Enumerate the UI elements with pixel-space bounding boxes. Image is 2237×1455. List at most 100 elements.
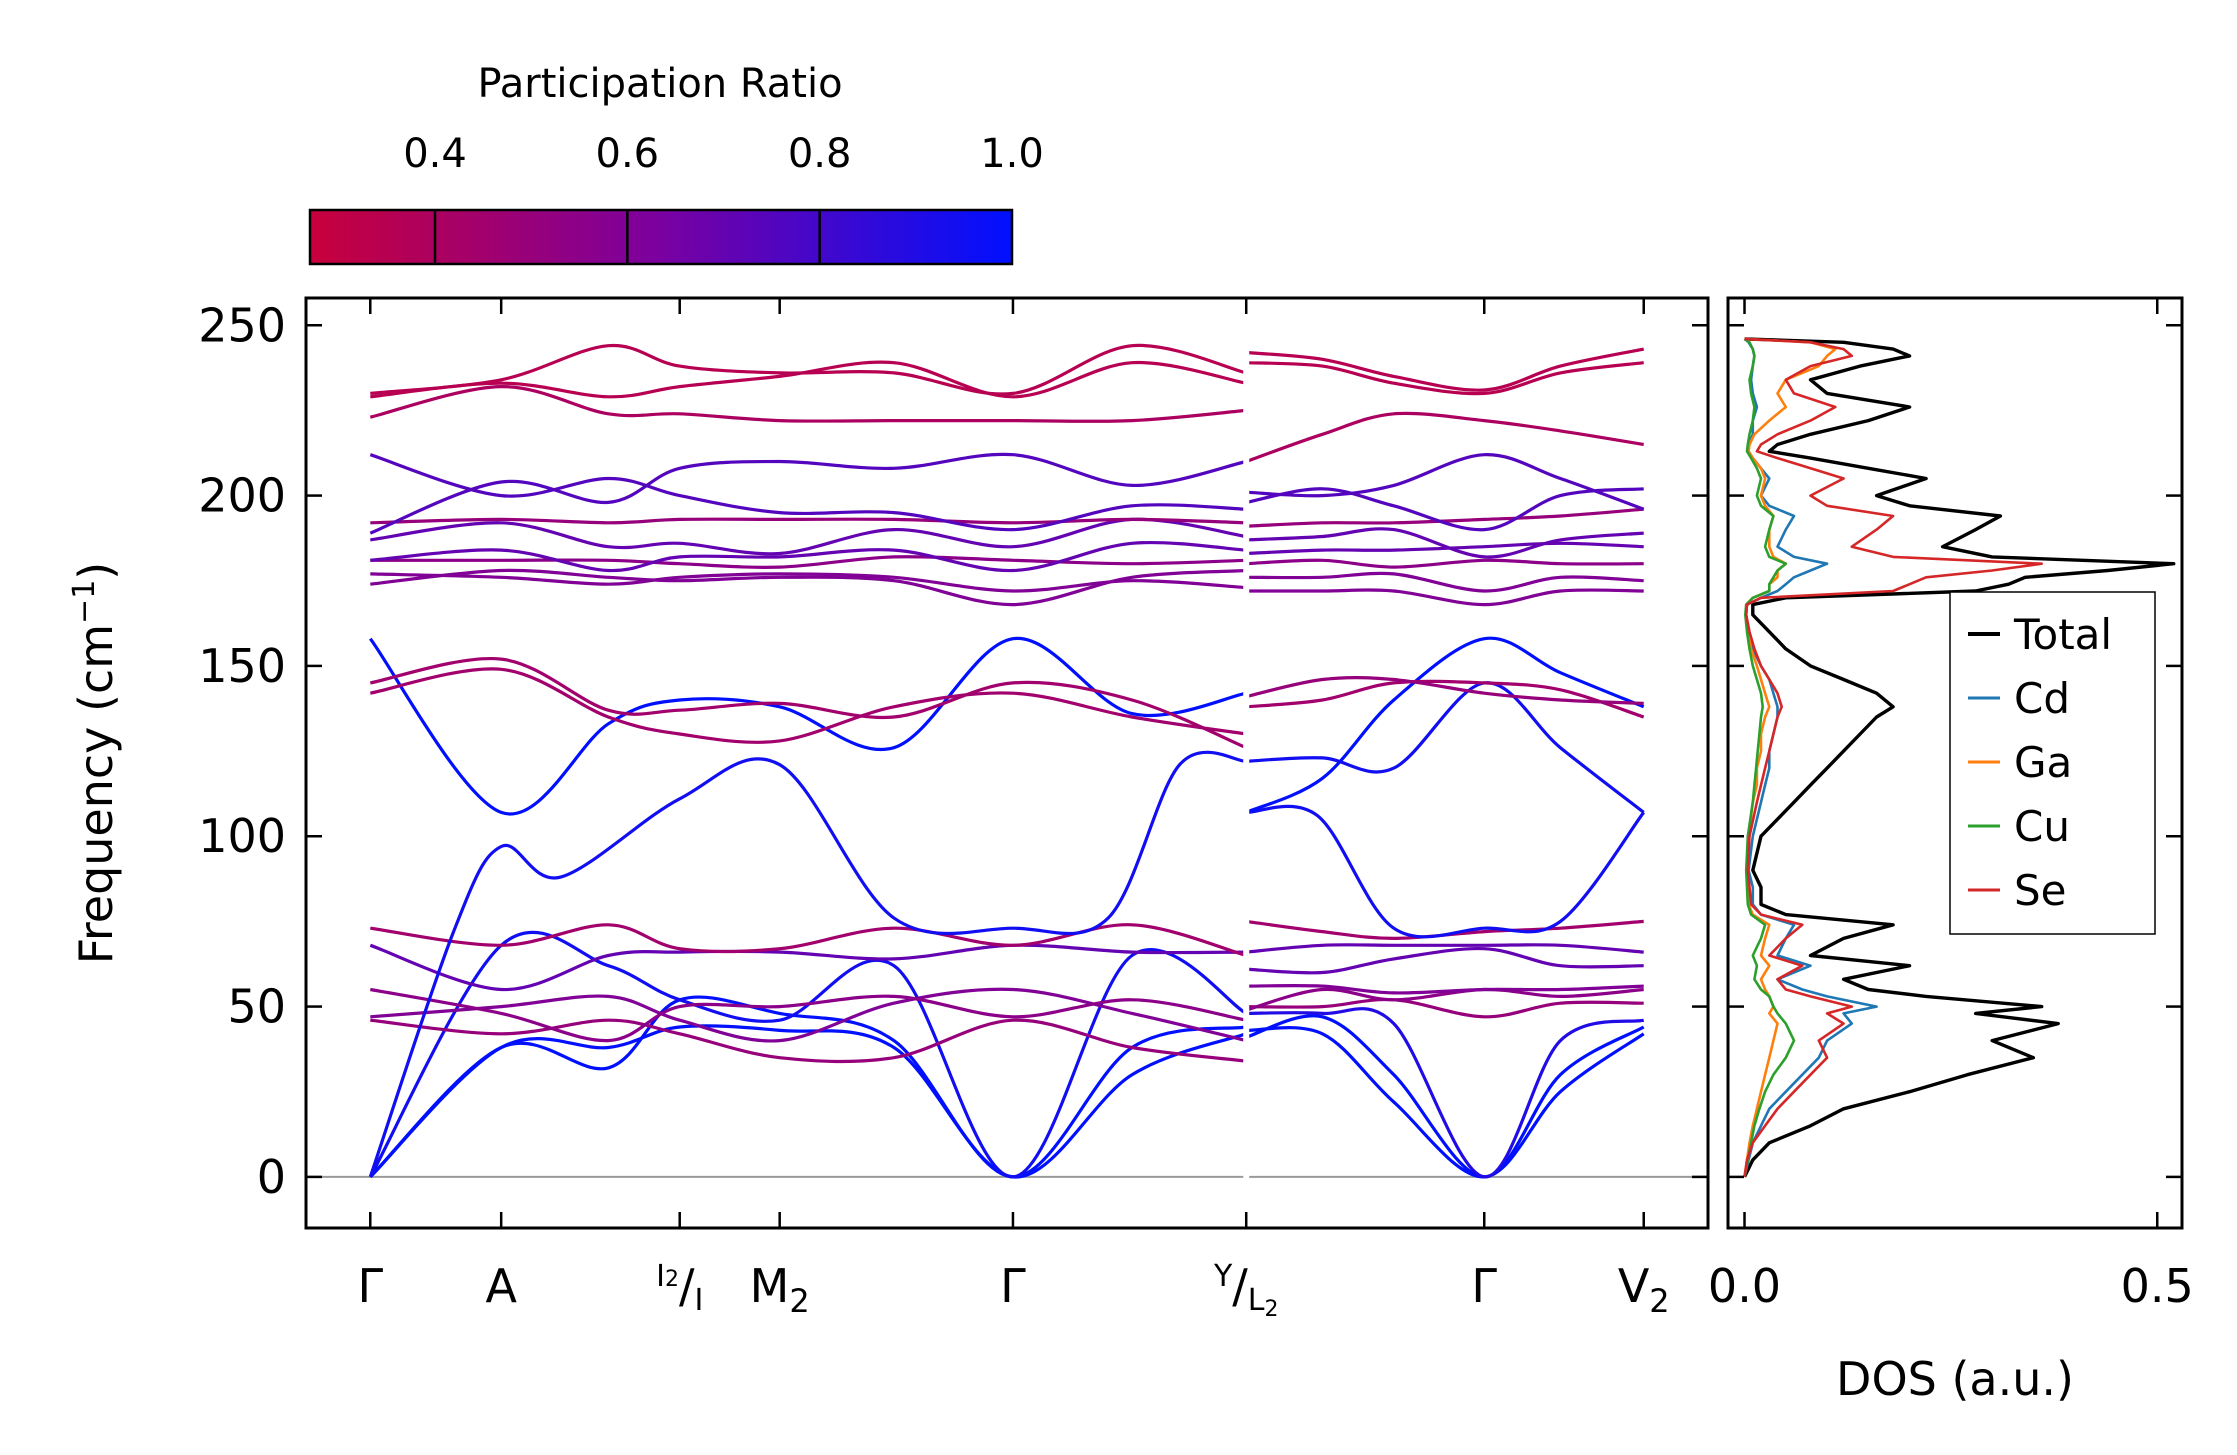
kpoint-label: A	[485, 1259, 517, 1313]
colorbar: Participation Ratio 0.4 0.6 0.8 1.0	[308, 61, 1044, 266]
phonon-band-1	[369, 995, 1247, 1179]
dos-line-ga	[1743, 337, 1837, 1178]
colorbar-title: Participation Ratio	[477, 61, 842, 107]
colorbar-tick-label: 0.6	[596, 131, 660, 177]
legend-label-ga: Ga	[2014, 738, 2072, 787]
legend-label-total: Total	[2013, 610, 2112, 659]
band-y-tick-label: 50	[227, 980, 286, 1034]
phonon-band-27	[1246, 997, 1644, 1019]
phonon-band-42	[1246, 527, 1644, 559]
colorbar-tick-label: 1.0	[980, 131, 1044, 177]
phonon-band-2	[369, 1024, 1247, 1179]
phonon-band-9	[368, 750, 1247, 1178]
colorbar-ticks: 0.4 0.6 0.8 1.0	[403, 131, 1044, 264]
legend-label-cu: Cu	[2014, 802, 2070, 851]
phonon-band-47	[1246, 361, 1644, 396]
y-axis-title: Frequency (cm−1)	[67, 562, 123, 965]
phonon-band-5	[370, 987, 1247, 1043]
phonon-band-11	[370, 656, 1247, 750]
y-axis-title-close: )	[69, 562, 123, 580]
kpoint-label: V2	[1618, 1259, 1670, 1320]
dos-x-tick-label: 0.0	[1708, 1259, 1781, 1313]
legend-label-cd: Cd	[2014, 674, 2070, 723]
phonon-band-3	[368, 930, 1248, 1179]
band-lines	[306, 343, 1708, 1208]
kpoint-label: Γ	[1000, 1259, 1026, 1313]
phonon-band-17	[370, 517, 1247, 556]
dos-lines	[1742, 337, 2176, 1178]
phonon-band-28	[1245, 987, 1644, 1012]
band-y-tick-label: 150	[198, 639, 286, 693]
phonon-band-34	[1245, 636, 1645, 814]
phonon-band-39	[1246, 571, 1644, 593]
legend-label-se: Se	[2014, 866, 2067, 915]
y-axis-title-main: Frequency (cm	[69, 624, 123, 964]
phonon-band-41	[1246, 541, 1644, 556]
phonon-band-16	[370, 540, 1247, 573]
phonon-band-26	[1246, 1007, 1645, 1179]
phonon-band-45	[1246, 453, 1645, 511]
phonon-band-35	[1246, 681, 1645, 814]
dos-line-se	[1743, 337, 2043, 1178]
kpoint-label-sub: 2	[1649, 1282, 1669, 1320]
kpoint-label: Γ	[357, 1259, 383, 1313]
dos-x-axis-title: DOS (a.u.)	[1836, 1352, 2074, 1406]
kpoint-label-main: A	[485, 1259, 517, 1313]
phonon-band-19	[369, 452, 1247, 535]
kpoint-label-left: I	[656, 1259, 665, 1294]
band-y-tick-label: 250	[198, 298, 286, 352]
kpoint-label-combined: I2/I	[656, 1259, 703, 1318]
phonon-band-10	[369, 637, 1247, 816]
phonon-band-4	[370, 1018, 1247, 1064]
phonon-band-20	[369, 453, 1247, 532]
phonon-band-36	[1246, 679, 1645, 719]
phonon-band-7	[369, 943, 1247, 992]
phonon-band-33	[1246, 804, 1645, 939]
phonon-band-6	[370, 987, 1247, 1043]
phonon-band-48	[1246, 347, 1645, 392]
phonon-band-21	[369, 384, 1247, 423]
kpoint-label: M2	[750, 1259, 810, 1320]
colorbar-tick-label: 0.4	[403, 131, 467, 177]
phonon-band-37	[1245, 676, 1644, 705]
phonon-band-40	[1246, 558, 1644, 569]
phonon-band-22	[370, 360, 1247, 399]
phonon-band-31	[1246, 943, 1644, 954]
dos-panel: 0.0 0.5 DOS (a.u.) Total Cd Ga Cu Se	[1708, 296, 2194, 1406]
kpoint-label-left: Y	[1213, 1259, 1233, 1294]
kpoint-label-combined: Y/L2	[1213, 1259, 1279, 1322]
phonon-band-23	[370, 343, 1247, 396]
dos-line-cu	[1743, 337, 1796, 1178]
kpoint-label-sub: 2	[789, 1282, 809, 1320]
dos-x-tick-label: 0.5	[2121, 1259, 2194, 1313]
kpoint-label-slash: /	[1232, 1259, 1248, 1313]
phonon-band-29	[1246, 984, 1644, 995]
kpoint-label-main: Γ	[1000, 1259, 1026, 1313]
dos-legend: Total Cd Ga Cu Se	[1949, 591, 2156, 935]
kpoint-label-main: M	[750, 1259, 790, 1313]
kpoint-label-main: Γ	[357, 1259, 383, 1313]
kpoint-label-main: Γ	[1471, 1259, 1497, 1313]
kpoint-label-left-sub: 2	[665, 1267, 679, 1292]
dos-line-total	[1742, 337, 2176, 1178]
phonon-band-25	[1245, 1014, 1645, 1179]
kpoint-label-main: V	[1618, 1259, 1650, 1313]
kpoint-label: Γ	[1471, 1259, 1497, 1313]
phonon-band-12	[370, 667, 1247, 744]
phonon-band-18	[370, 517, 1247, 525]
phonon-band-46	[1245, 411, 1644, 464]
colorbar-tick-label: 0.8	[788, 131, 852, 177]
y-axis-title-sup: −1	[67, 580, 102, 624]
colorbar-gradient	[308, 208, 1014, 266]
phonon-band-44	[1245, 487, 1644, 532]
band-y-tick-label: 0	[257, 1150, 286, 1204]
phonon-band-38	[1246, 588, 1644, 607]
phonon-band-15	[370, 555, 1247, 569]
dos-axes: 0.0 0.5	[1708, 296, 2194, 1313]
kpoint-label-slash: /	[679, 1259, 695, 1313]
phonon-band-13	[370, 568, 1247, 607]
phonon-band-30	[1246, 946, 1644, 975]
